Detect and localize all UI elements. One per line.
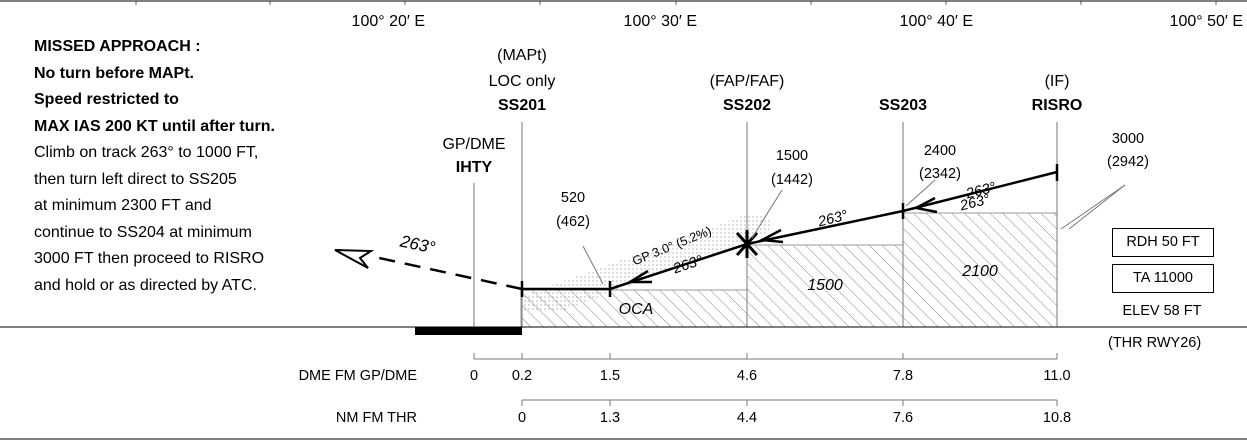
ta-box: TA 11000 [1112,264,1214,293]
mapt-name: SS201 [497,97,547,114]
leader-lines [582,179,1126,285]
runway-bar [415,327,522,335]
oca-block-value: 2100 [962,263,998,280]
nm-tick-label: 1.3 [599,410,621,426]
gpdme-name: IHTY [455,159,493,176]
oca-label: OCA [618,301,654,318]
faf-name: SS202 [722,97,772,114]
rdh-box: RDH 50 FT [1112,228,1214,257]
altitude-value: 520 [560,190,586,206]
missed-approach-line: Climb on track 263° to 1000 FT, [34,144,259,161]
missed-approach-line: MAX IAS 200 KT until after turn. [34,117,275,135]
nm-tick-label: 10.8 [1042,410,1072,426]
missed-approach-path [369,254,523,291]
faf-role: (FAP/FAF) [709,73,785,90]
altitude-value: 3000 [1111,131,1145,147]
missed-approach-line: Speed restricted to [34,91,179,108]
longitude-label: 100° 50′ E [1169,13,1243,30]
dme-tick-label: 0 [469,368,479,384]
missed-approach-line: 3000 FT then proceed to RISRO [34,250,265,267]
nm-tick-label: 0 [517,410,527,426]
longitude-label: 100° 40′ E [899,13,973,30]
dme-scale-label: DME FM GP/DME [298,368,417,384]
threshold-label: (THR RWY26) [1108,335,1202,351]
oca-block-value: 1500 [807,277,843,294]
missed-approach-line: No turn before MAPt. [34,64,194,82]
longitude-label: 100° 20′ E [351,13,425,30]
dme-tick-label: 11.0 [1043,368,1071,384]
longitude-label: 100° 30′ E [623,13,697,30]
missed-approach-text: MISSED APPROACH : No turn before MAPt. Spe… [34,34,275,299]
missed-approach-line: continue to SS204 at minimum [34,223,252,241]
height-value: (2942) [1107,154,1149,170]
dme-scale-axis [473,353,1058,360]
altitude-value: 2400 [923,143,957,159]
missed-approach-line: then turn left direct to SS205 [34,170,237,188]
missed-approach-line: and hold or as directed by ATC. [34,276,257,294]
ss203-name: SS203 [878,97,928,114]
missed-approach-line: at minimum 2300 FT and [34,197,212,214]
dme-tick-label: 4.6 [736,368,758,384]
height-value: (462) [556,214,590,230]
faf-cross-icon [735,230,759,258]
dme-tick-label: 1.5 [599,368,621,384]
altitude-value: 1500 [775,148,809,164]
nm-tick-label: 7.6 [892,410,914,426]
nm-tick-label: 4.4 [736,410,758,426]
mapt-note: LOC only [488,73,556,90]
path-arrows [625,196,938,284]
top-tick-marks [135,1,1217,5]
nm-scale-axis [521,399,1058,406]
if-role: (IF) [1044,73,1070,90]
elevation-label: ELEV 58 FT [1122,303,1202,319]
mapt-role: (MAPt) [497,47,547,64]
oca-block-1500 [746,244,904,328]
missed-arrow-icon [334,249,375,269]
height-value: (1442) [771,172,813,188]
if-name: RISRO [1031,97,1083,114]
dme-tick-label: 0.2 [511,368,533,384]
dme-tick-label: 7.8 [892,368,914,384]
gpdme-label: GP/DME [442,136,506,153]
missed-approach-line: MISSED APPROACH : [34,38,201,55]
glidepath-band [523,214,770,312]
height-value: (2342) [919,166,961,182]
nm-scale-label: NM FM THR [335,410,417,426]
